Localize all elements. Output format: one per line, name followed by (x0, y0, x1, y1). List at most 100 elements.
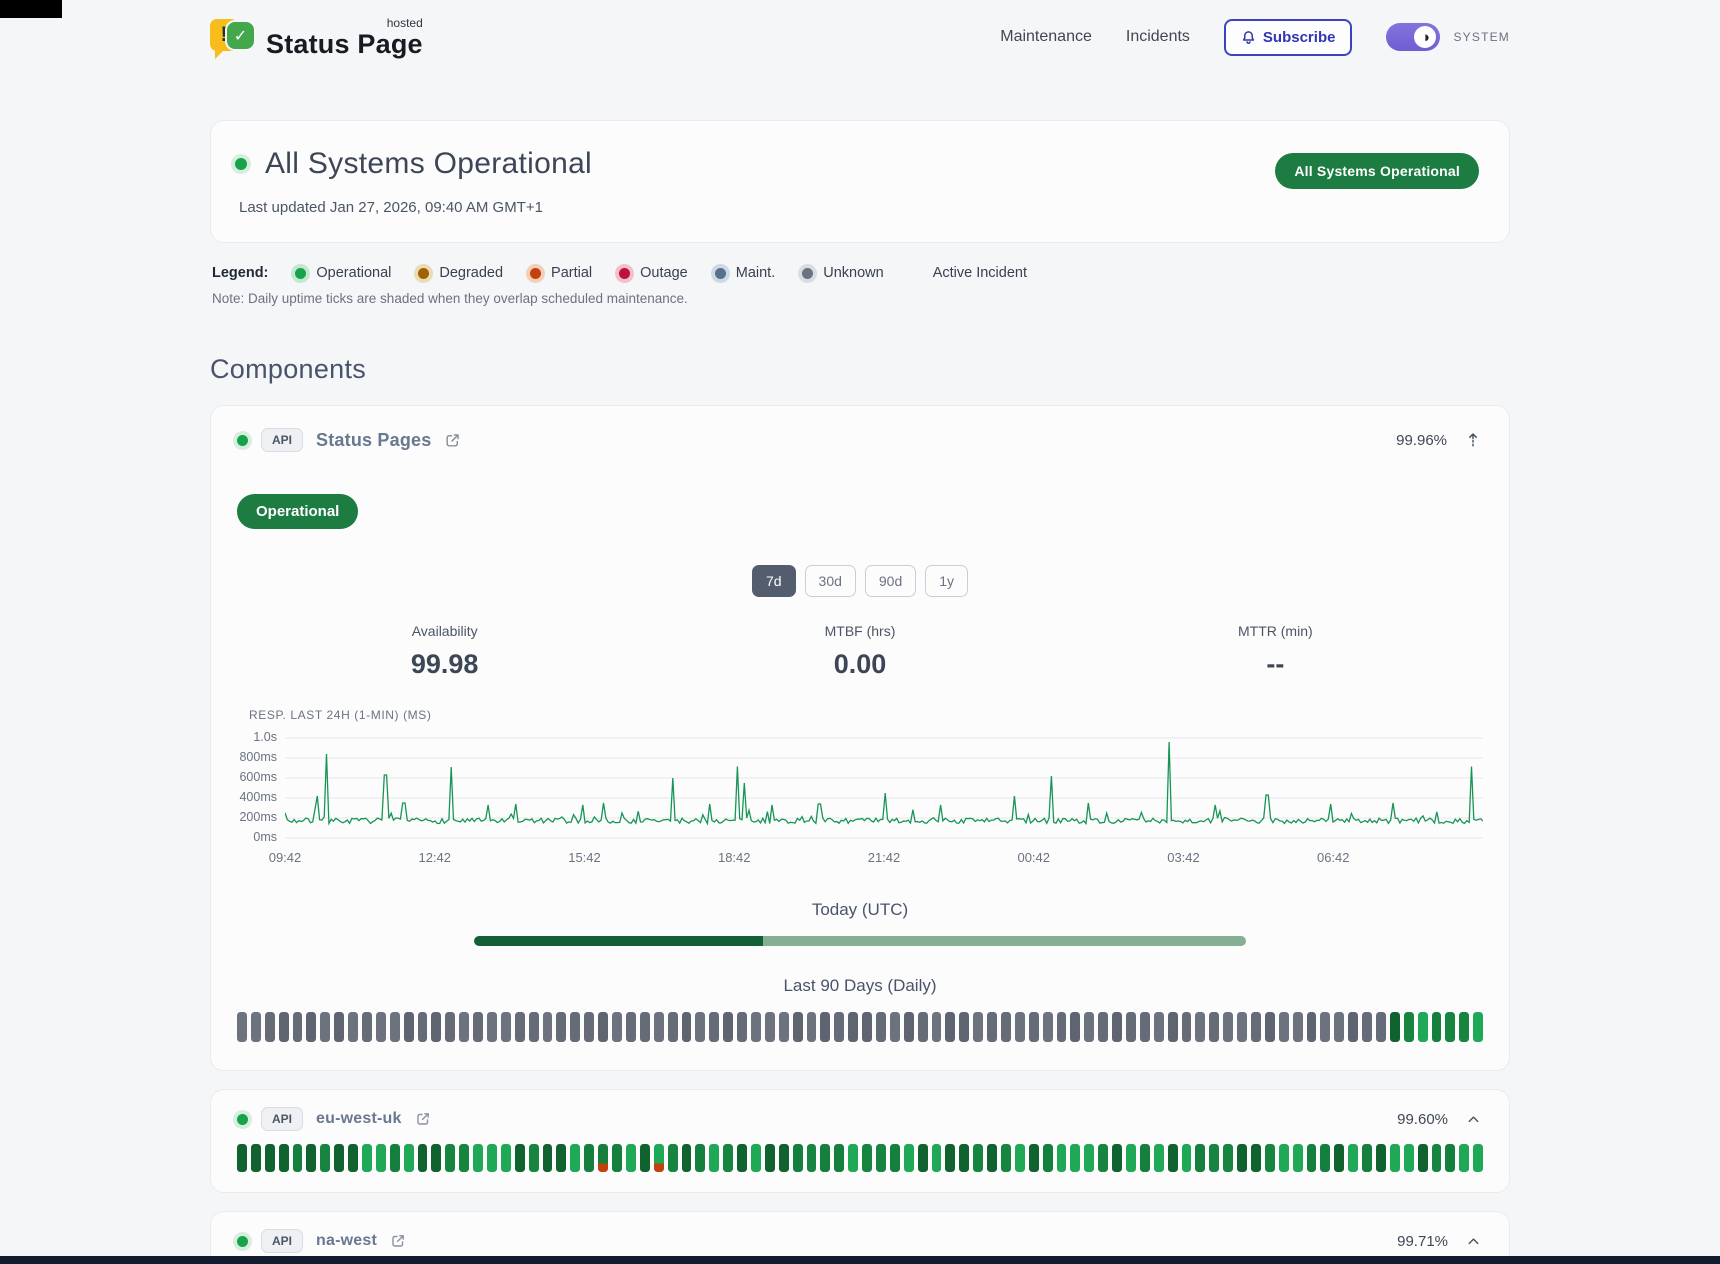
uptime-day-tick[interactable] (875, 1144, 886, 1172)
uptime-day-tick[interactable] (806, 1012, 817, 1042)
uptime-day-tick[interactable] (250, 1144, 261, 1172)
uptime-day-tick[interactable] (1459, 1012, 1470, 1042)
uptime-day-tick[interactable] (1181, 1012, 1192, 1042)
uptime-day-tick[interactable] (1445, 1144, 1456, 1172)
uptime-day-tick[interactable] (1084, 1144, 1095, 1172)
uptime-day-tick[interactable] (1417, 1012, 1428, 1042)
uptime-day-tick[interactable] (431, 1144, 442, 1172)
uptime-day-tick[interactable] (375, 1012, 386, 1042)
uptime-day-tick[interactable] (459, 1012, 470, 1042)
uptime-day-tick[interactable] (1014, 1144, 1025, 1172)
uptime-day-tick[interactable] (931, 1012, 942, 1042)
uptime-day-tick[interactable] (500, 1144, 511, 1172)
uptime-day-tick[interactable] (737, 1012, 747, 1042)
uptime-day-tick[interactable] (250, 1012, 261, 1042)
uptime-day-tick[interactable] (431, 1012, 442, 1042)
uptime-day-tick[interactable] (1264, 1012, 1275, 1042)
uptime-day-tick[interactable] (1459, 1144, 1470, 1172)
uptime-day-tick[interactable] (681, 1012, 692, 1042)
uptime-day-tick[interactable] (487, 1012, 497, 1042)
uptime-day-tick[interactable] (417, 1012, 428, 1042)
uptime-day-tick[interactable] (1403, 1144, 1414, 1172)
uptime-day-tick[interactable] (1348, 1012, 1359, 1042)
uptime-day-tick[interactable] (834, 1144, 845, 1172)
uptime-day-tick[interactable] (389, 1144, 400, 1172)
uptime-day-tick[interactable] (1112, 1144, 1122, 1172)
uptime-day-tick[interactable] (1264, 1144, 1275, 1172)
uptime-day-tick[interactable] (945, 1012, 956, 1042)
uptime-day-tick[interactable] (1195, 1144, 1206, 1172)
uptime-day-tick[interactable] (278, 1144, 289, 1172)
collapse-arrow-icon[interactable] (1463, 429, 1483, 451)
uptime-day-tick[interactable] (1126, 1144, 1136, 1172)
uptime-day-tick[interactable] (1389, 1144, 1400, 1172)
uptime-day-tick[interactable] (1195, 1012, 1206, 1042)
uptime-day-tick[interactable] (820, 1144, 831, 1172)
uptime-day-tick[interactable] (639, 1144, 650, 1172)
uptime-day-tick[interactable] (959, 1144, 970, 1172)
uptime-day-tick[interactable] (1209, 1144, 1220, 1172)
uptime-day-tick[interactable] (237, 1144, 247, 1172)
uptime-day-tick[interactable] (1473, 1144, 1484, 1172)
uptime-day-tick[interactable] (1167, 1144, 1178, 1172)
uptime-day-tick[interactable] (445, 1012, 456, 1042)
uptime-day-tick[interactable] (570, 1012, 581, 1042)
uptime-day-tick[interactable] (1014, 1012, 1025, 1042)
uptime-day-tick[interactable] (903, 1144, 914, 1172)
uptime-day-tick[interactable] (1251, 1012, 1261, 1042)
uptime-day-tick[interactable] (806, 1144, 817, 1172)
uptime-day-tick[interactable] (1334, 1012, 1345, 1042)
uptime-day-tick[interactable] (1000, 1012, 1011, 1042)
uptime-day-tick[interactable] (1362, 1012, 1373, 1042)
uptime-day-tick[interactable] (1209, 1012, 1220, 1042)
subscribe-button[interactable]: Subscribe (1223, 18, 1353, 56)
uptime-day-tick[interactable] (1320, 1144, 1331, 1172)
uptime-day-tick[interactable] (1028, 1012, 1039, 1042)
uptime-day-tick[interactable] (542, 1144, 553, 1172)
uptime-day-tick[interactable] (348, 1144, 359, 1172)
uptime-day-tick[interactable] (473, 1144, 484, 1172)
uptime-day-tick[interactable] (889, 1144, 900, 1172)
uptime-day-tick[interactable] (695, 1144, 706, 1172)
uptime-day-tick[interactable] (709, 1012, 720, 1042)
uptime-day-tick[interactable] (1473, 1012, 1484, 1042)
uptime-day-tick[interactable] (334, 1012, 345, 1042)
uptime-day-tick[interactable] (264, 1012, 275, 1042)
uptime-day-tick[interactable] (903, 1012, 914, 1042)
uptime-day-tick[interactable] (875, 1012, 886, 1042)
uptime-day-tick[interactable] (1167, 1012, 1178, 1042)
uptime-day-tick[interactable] (1070, 1012, 1081, 1042)
uptime-day-tick[interactable] (1056, 1144, 1067, 1172)
uptime-day-tick[interactable] (362, 1012, 372, 1042)
uptime-day-tick[interactable] (792, 1144, 803, 1172)
uptime-day-tick[interactable] (653, 1012, 664, 1042)
uptime-day-tick[interactable] (1417, 1144, 1428, 1172)
uptime-day-tick[interactable] (792, 1012, 803, 1042)
uptime-day-tick[interactable] (237, 1012, 247, 1042)
uptime-day-tick[interactable] (1098, 1144, 1109, 1172)
uptime-day-tick[interactable] (570, 1144, 581, 1172)
uptime-day-tick[interactable] (945, 1144, 956, 1172)
uptime-day-tick[interactable] (959, 1012, 970, 1042)
uptime-day-tick[interactable] (375, 1144, 386, 1172)
uptime-day-tick[interactable] (514, 1144, 525, 1172)
range-30d-button[interactable]: 30d (804, 565, 856, 597)
uptime-day-tick[interactable] (445, 1144, 456, 1172)
uptime-day-tick[interactable] (917, 1144, 928, 1172)
uptime-day-tick[interactable] (639, 1012, 650, 1042)
uptime-day-tick[interactable] (264, 1144, 275, 1172)
uptime-day-tick[interactable] (598, 1144, 609, 1172)
uptime-day-tick[interactable] (1237, 1012, 1248, 1042)
uptime-day-tick[interactable] (473, 1012, 484, 1042)
uptime-day-tick[interactable] (1000, 1144, 1011, 1172)
uptime-day-tick[interactable] (723, 1012, 734, 1042)
uptime-day-tick[interactable] (1084, 1012, 1095, 1042)
uptime-day-tick[interactable] (320, 1144, 331, 1172)
uptime-day-tick[interactable] (487, 1144, 497, 1172)
uptime-day-tick[interactable] (1292, 1012, 1303, 1042)
uptime-day-tick[interactable] (848, 1012, 859, 1042)
theme-toggle[interactable]: ◑ (1386, 23, 1441, 51)
uptime-day-tick[interactable] (1153, 1144, 1164, 1172)
uptime-day-tick[interactable] (737, 1144, 747, 1172)
external-link-icon[interactable] (415, 1111, 431, 1127)
